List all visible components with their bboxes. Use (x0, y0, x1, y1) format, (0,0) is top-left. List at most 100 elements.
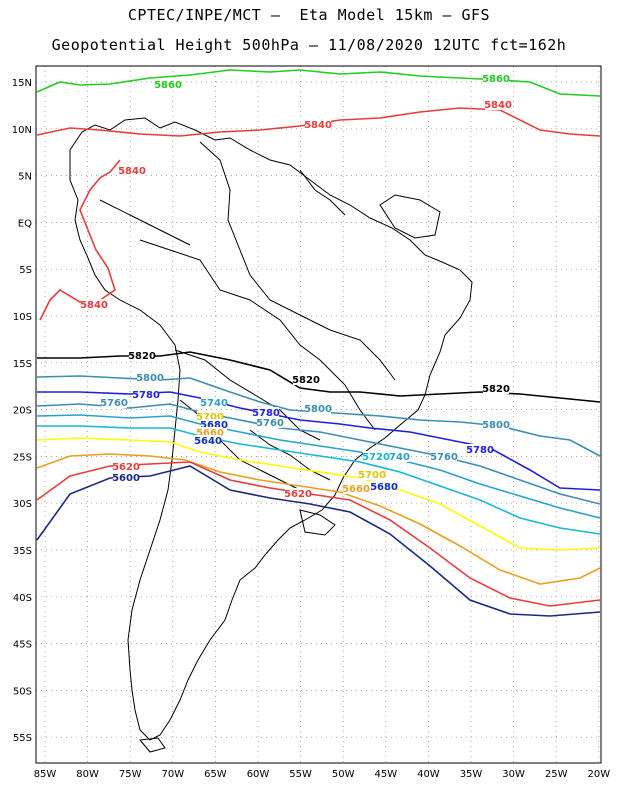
contour-label-5760: 5760 (430, 452, 458, 463)
contour-label-5800: 5800 (304, 404, 332, 415)
contour-label-5680: 5680 (370, 482, 398, 493)
lat-tick-label: 15S (13, 359, 32, 370)
contour-label-5820: 5820 (128, 351, 156, 362)
lat-tick-label: 5N (18, 172, 32, 183)
contour-label-bg (371, 481, 397, 492)
lon-tick-label: 40W (417, 769, 440, 780)
contour-label-bg (431, 451, 457, 462)
contour-label-5660: 5660 (196, 428, 224, 439)
contour-5860 (36, 69, 601, 97)
contour-label-bg (483, 73, 509, 84)
contour-label-5700: 5700 (196, 412, 224, 423)
lon-tick-label: 55W (289, 769, 312, 780)
coastline (69, 117, 473, 753)
lat-tick-label: 10S (13, 312, 32, 323)
contour-label-5620: 5620 (284, 489, 312, 500)
contour-label-5740: 5740 (200, 398, 228, 409)
contour-label-bg (119, 165, 145, 176)
lon-tick-label: 65W (204, 769, 227, 780)
contour-label-5840: 5840 (80, 300, 108, 311)
contour-label-bg (201, 419, 227, 430)
contour-label-5740: 5740 (382, 452, 410, 463)
contour-label-bg (129, 350, 155, 361)
contour-label-bg (483, 383, 509, 394)
contour-label-5800: 5800 (482, 420, 510, 431)
lon-tick-label: 70W (161, 769, 184, 780)
lat-tick-label: EQ (18, 218, 32, 229)
contour-label-5820: 5820 (292, 375, 320, 386)
contour-label-bg (195, 435, 221, 446)
contour-label-bg (467, 444, 493, 455)
contour-label-bg (197, 411, 223, 422)
lat-tick-label: 30S (13, 499, 32, 510)
contour-label-bg (359, 469, 385, 480)
contour-label-5860: 5860 (154, 80, 182, 91)
contour-labels: 5860 5860 5840 5840 5840 5840 5820 5820 5820 5800… (80, 73, 512, 500)
contour-label-5780: 5780 (252, 408, 280, 419)
contour-label-5700: 5700 (358, 470, 386, 481)
lon-tick-label: 25W (545, 769, 568, 780)
contour-label-5620: 5620 (112, 462, 140, 473)
lat-tick-label: 55S (13, 733, 32, 744)
contour-label-bg (483, 419, 509, 430)
lat-tick-label: 45S (13, 640, 32, 651)
lat-tick-label: 20S (13, 406, 32, 417)
contour-5720 (37, 425, 601, 535)
lon-tick-label: 20W (587, 769, 610, 780)
contour-label-bg (363, 451, 389, 462)
contour-label-bg (133, 389, 159, 400)
contour-5840-west (39, 159, 121, 321)
contour-label-bg (137, 372, 163, 383)
contour-label-bg (485, 99, 511, 110)
contour-label-5800: 5800 (136, 373, 164, 384)
contour-label-bg (197, 427, 223, 438)
contour-label-5780: 5780 (466, 445, 494, 456)
contour-label-5600: 5600 (112, 473, 140, 484)
lat-tick-label: 50S (13, 686, 32, 697)
lon-tick-label: 50W (332, 769, 355, 780)
lon-tick-label: 35W (460, 769, 483, 780)
contour-label-bg (101, 397, 127, 408)
contour-label-bg (113, 472, 139, 483)
contour-label-5760: 5760 (100, 398, 128, 409)
lon-tick-label: 60W (247, 769, 270, 780)
contour-label-bg (257, 417, 283, 428)
contour-label-bg (293, 374, 319, 385)
contour-label-5720: 5720 (362, 452, 390, 463)
lon-tick-label: 80W (76, 769, 99, 780)
title-line-1: CPTEC/INPE/MCT – Eta Model 15km – GFS (127, 6, 491, 24)
contour-5660 (36, 453, 601, 585)
contour-label-bg (113, 461, 139, 472)
lat-tick-label: 15N (12, 78, 32, 89)
contour-label-5660: 5660 (342, 484, 370, 495)
contour-label-5840: 5840 (118, 166, 146, 177)
contour-5760 (36, 403, 601, 505)
contour-label-bg (305, 119, 331, 130)
contour-label-bg (81, 299, 107, 310)
lon-tick-label: 45W (374, 769, 397, 780)
contour-label-5640: 5640 (194, 436, 222, 447)
contour-label-bg (305, 403, 331, 414)
lon-tick-label: 30W (502, 769, 525, 780)
axis-ticks: 15N 10N 5N EQ 5S 10S 15S 20S 25S 30S 35S 40S 45S 50S 5… (12, 78, 610, 780)
contour-label-5780: 5780 (132, 390, 160, 401)
contour-label-5840: 5840 (304, 120, 332, 131)
contour-label-bg (253, 407, 279, 418)
contour-label-bg (155, 79, 181, 90)
contour-label-bg (343, 483, 369, 494)
lon-tick-label: 85W (34, 769, 57, 780)
contour-label-bg (285, 488, 311, 499)
contour-5700 (36, 437, 601, 551)
map-frame (35, 65, 602, 764)
lat-tick-label: 40S (13, 593, 32, 604)
contour-label-bg (201, 397, 227, 408)
lat-tick-label: 10N (12, 125, 32, 136)
contour-label-5860: 5860 (482, 74, 510, 85)
lat-tick-label: 5S (19, 265, 32, 276)
title-line-2: Geopotential Height 500hPa – 11/08/2020 … (51, 36, 567, 54)
contour-5800 (36, 375, 601, 457)
contour-label-5820: 5820 (482, 384, 510, 395)
contour-label-5760: 5760 (256, 418, 284, 429)
contour-label-5840: 5840 (484, 100, 512, 111)
